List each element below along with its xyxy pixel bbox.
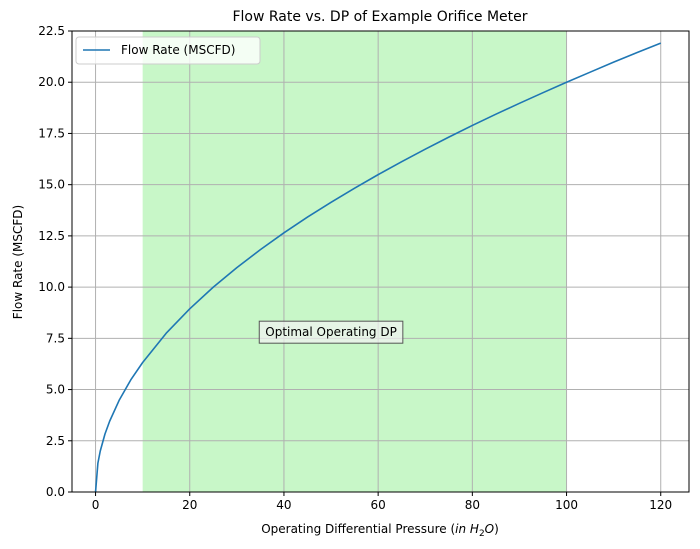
- annotation: Optimal Operating DP: [258, 320, 404, 344]
- x-tick-label: 120: [649, 498, 672, 512]
- tick-layer: 0 20 40 60 80 100 120 0.0 2.5 5.0 7.5 10.0 12.5 15.0 1…: [38, 24, 672, 512]
- x-axis-label: Operating Differential Pressure (in H2O): [261, 522, 499, 539]
- x-tick-label: 0: [92, 498, 100, 512]
- y-axis-label: Flow Rate (MSCFD): [11, 205, 25, 319]
- y-tick-label: 17.5: [38, 126, 65, 140]
- x-axis-label-suffix: ): [494, 522, 499, 536]
- annotation-text: Optimal Operating DP: [265, 325, 397, 339]
- annotation-box: [258, 320, 404, 344]
- x-tick-label: 20: [182, 498, 197, 512]
- plot-frame: [71, 30, 690, 493]
- x-tick-label: 80: [465, 498, 480, 512]
- y-tick-label: 5.0: [46, 383, 65, 397]
- x-axis-label-unit: in H: [455, 522, 479, 536]
- y-tick-label: 12.5: [38, 229, 65, 243]
- x-axis-label-unit-tail: O: [485, 522, 494, 536]
- x-tick-label: 40: [276, 498, 291, 512]
- legend: Flow Rate (MSCFD): [75, 36, 261, 65]
- x-tick-label: 100: [555, 498, 578, 512]
- flow-rate-series-line: [94, 42, 662, 493]
- y-tick-label: 0.0: [46, 485, 65, 499]
- y-tick-label: 22.5: [38, 24, 65, 38]
- y-tick-label: 20.0: [38, 75, 65, 89]
- y-tick-label: 2.5: [46, 434, 65, 448]
- y-tick-label: 15.0: [38, 178, 65, 192]
- y-tick-label: 10.0: [38, 280, 65, 294]
- shade-layer: [142, 31, 567, 492]
- x-tick-label: 60: [371, 498, 386, 512]
- legend-box: [75, 36, 261, 65]
- x-axis-label-subscript: 2: [479, 529, 485, 539]
- y-tick-label: 7.5: [46, 331, 65, 345]
- legend-label: Flow Rate (MSCFD): [121, 43, 235, 57]
- line-layer: [94, 42, 662, 493]
- optimal-region-shade: [142, 31, 567, 492]
- x-axis-label-prefix: Operating Differential Pressure (: [261, 522, 455, 536]
- chart-title: Flow Rate vs. DP of Example Orifice Mete…: [232, 9, 527, 25]
